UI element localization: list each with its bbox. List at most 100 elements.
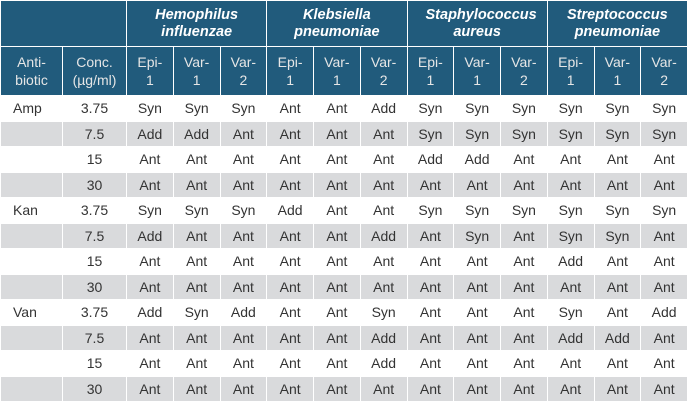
result-cell: Ant	[266, 171, 314, 198]
concentration-cell: 7.5	[62, 120, 127, 147]
column-header: Epi- 1	[266, 46, 314, 96]
table-body: Amp 3.75 Syn Syn Syn Ant Ant Add Syn Syn Syn Syn Syn…	[0, 95, 688, 402]
concentration-cell: 3.75	[62, 197, 127, 224]
result-cell: Ant	[453, 248, 501, 275]
table-row: 15 Ant Ant Ant Ant Ant Ant Add Add Ant Ant Ant Ant	[0, 146, 688, 173]
result-cell: Ant	[500, 299, 548, 326]
column-header: Conc. (µg/ml)	[62, 46, 127, 96]
result-cell: Ant	[266, 273, 314, 300]
result-cell: Ant	[640, 375, 688, 402]
result-cell: Ant	[126, 248, 174, 275]
column-header: Var- 2	[640, 46, 688, 96]
result-cell: Ant	[172, 375, 221, 402]
header-line: 2	[519, 72, 528, 88]
result-cell: Ant	[172, 324, 221, 351]
result-cell: Ant	[453, 324, 501, 351]
result-cell: Add	[266, 197, 314, 224]
result-cell: Syn	[640, 197, 688, 224]
result-cell: Ant	[546, 273, 595, 300]
result-cell: Ant	[172, 273, 221, 300]
result-cell: Ant	[593, 146, 642, 173]
result-cell: Ant	[359, 120, 408, 147]
column-header: Var- 1	[172, 46, 221, 96]
result-cell: Ant	[266, 120, 314, 147]
table-row: 7.5 Add Ant Ant Ant Ant Add Ant Syn Ant Syn Syn Ant	[0, 222, 688, 249]
header-line: 2	[660, 72, 669, 88]
table-row: Van 3.75 Add Syn Add Ant Ant Syn Ant Ant Ant Syn Ant…	[0, 299, 688, 326]
result-cell: Ant	[172, 350, 221, 377]
result-cell: Ant	[640, 248, 688, 275]
header-line: Var-	[464, 54, 490, 70]
header-line: Conc.	[76, 54, 113, 70]
result-cell: Ant	[640, 146, 688, 173]
antibiotic-cell: Van	[0, 299, 63, 326]
result-cell: Ant	[126, 350, 174, 377]
header-line: Anti-	[17, 54, 46, 70]
result-cell: Ant	[593, 375, 642, 402]
column-header: Var- 1	[313, 46, 361, 96]
table-row: 30 Ant Ant Ant Ant Ant Ant Ant Ant Ant Ant Ant Ant	[0, 171, 688, 198]
result-cell: Syn	[219, 95, 268, 122]
concentration-cell: 15	[62, 248, 127, 275]
header-line: Var-	[604, 54, 631, 70]
column-header: Var- 1	[593, 46, 642, 96]
result-cell: Ant	[313, 324, 361, 351]
column-header: Var- 2	[219, 46, 268, 96]
concentration-cell: 7.5	[62, 324, 127, 351]
header-line: 1	[566, 72, 575, 88]
result-cell: Syn	[172, 299, 221, 326]
result-cell: Syn	[172, 95, 221, 122]
result-cell: Ant	[406, 324, 455, 351]
result-cell: Syn	[453, 197, 501, 224]
result-cell: Ant	[406, 350, 455, 377]
concentration-cell: 30	[62, 273, 127, 300]
result-cell: Ant	[266, 146, 314, 173]
result-cell: Ant	[266, 95, 314, 122]
result-cell: Ant	[219, 324, 268, 351]
result-cell: Ant	[172, 171, 221, 198]
result-cell: Ant	[172, 222, 221, 249]
result-cell: Ant	[593, 248, 642, 275]
header-line: 1	[332, 72, 341, 88]
result-cell: Syn	[546, 95, 595, 122]
result-cell: Ant	[640, 324, 688, 351]
result-cell: Ant	[313, 350, 361, 377]
result-cell: Add	[453, 146, 501, 173]
result-cell: Syn	[219, 197, 268, 224]
result-cell: Syn	[126, 95, 174, 122]
result-cell: Ant	[313, 375, 361, 402]
result-cell: Syn	[593, 95, 642, 122]
result-cell: Add	[640, 299, 688, 326]
column-header: Var- 1	[453, 46, 501, 96]
result-cell: Syn	[172, 197, 221, 224]
result-cell: Syn	[453, 120, 501, 147]
header-line: Epi-	[137, 54, 163, 70]
result-cell: Ant	[266, 375, 314, 402]
header-row: Hemophilus influenzae Klebsiella pneumoni…	[0, 0, 688, 47]
result-cell: Ant	[453, 375, 501, 402]
result-cell: Ant	[453, 171, 501, 198]
result-cell: Ant	[406, 248, 455, 275]
antibiotic-cell: Kan	[0, 197, 63, 224]
result-cell: Ant	[640, 273, 688, 300]
result-cell: Ant	[172, 146, 221, 173]
result-cell: Syn	[546, 197, 595, 224]
result-cell: Add	[172, 120, 221, 147]
result-cell: Ant	[266, 248, 314, 275]
result-cell: Ant	[359, 375, 408, 402]
result-cell: Ant	[359, 171, 408, 198]
result-cell: Syn	[453, 222, 501, 249]
header-line: Var-	[651, 54, 677, 70]
header-line: Epi-	[277, 54, 303, 70]
result-cell: Ant	[453, 273, 501, 300]
result-cell: Ant	[359, 197, 408, 224]
result-cell: Add	[593, 324, 642, 351]
concentration-cell: 3.75	[62, 95, 127, 122]
result-cell: Add	[126, 120, 174, 147]
header-line: Var-	[230, 54, 257, 70]
result-cell: Ant	[359, 146, 408, 173]
result-cell: Ant	[359, 248, 408, 275]
result-cell: Syn	[453, 95, 501, 122]
result-cell: Ant	[126, 375, 174, 402]
table-header: Hemophilus influenzae Klebsiella pneumoni…	[0, 0, 688, 96]
